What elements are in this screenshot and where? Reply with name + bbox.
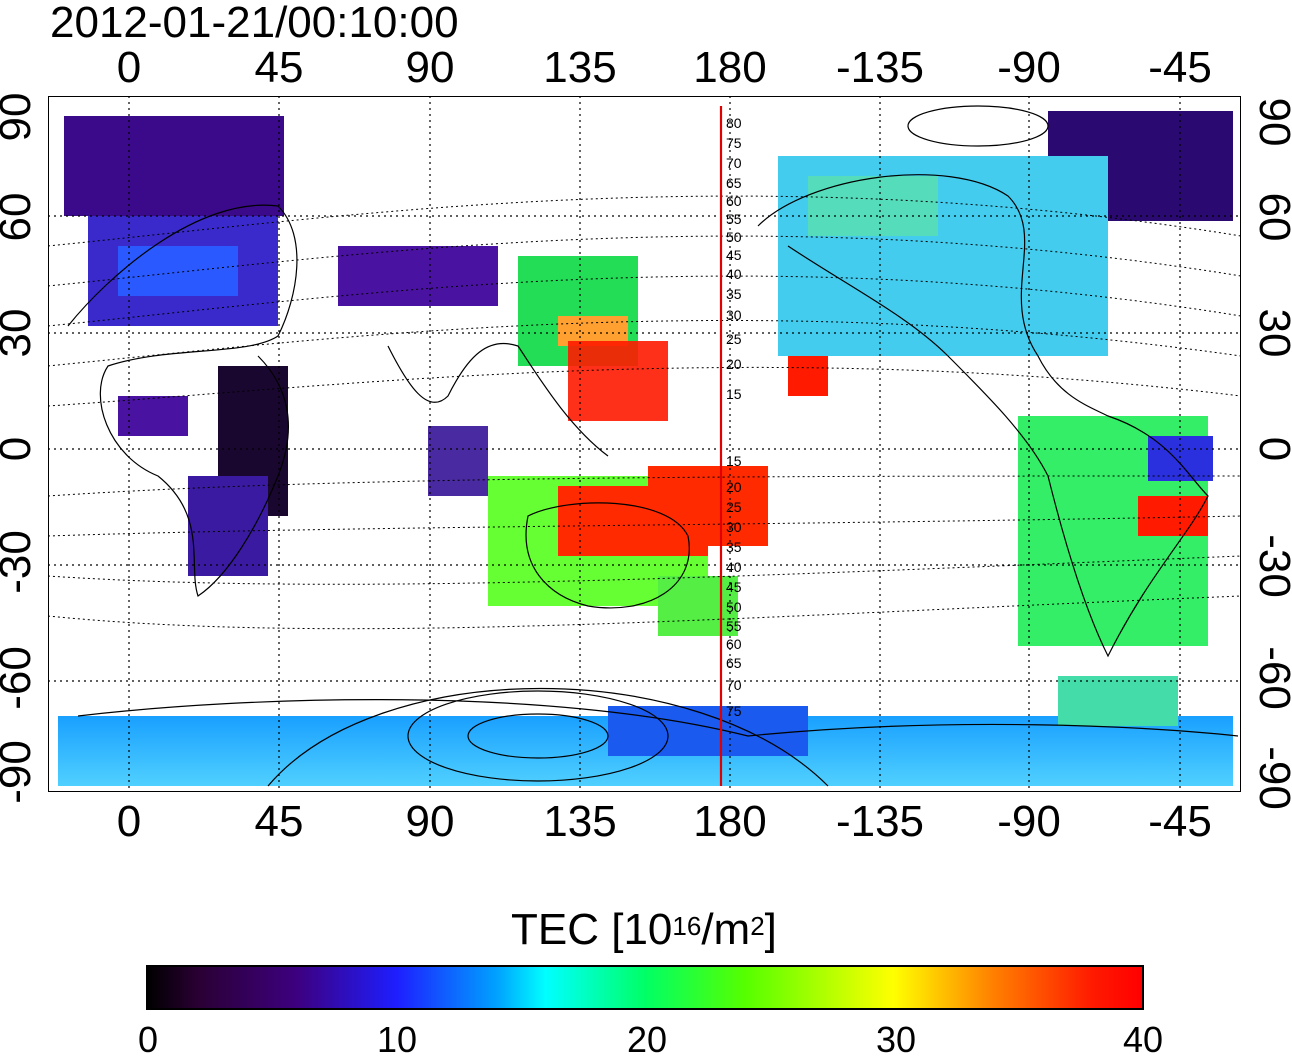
bottom-tick: -45 <box>1148 797 1212 846</box>
tec-patch-hawaii-red <box>788 356 828 396</box>
right-lat-tick: 60 <box>1250 193 1292 242</box>
tec-patch-north-europe <box>64 116 284 216</box>
tec-patch-west-africa <box>118 396 188 436</box>
top-tick: 90 <box>405 43 455 92</box>
colorbar-title-exponent: 16 <box>672 911 702 941</box>
tec-patch-south-pacific-red <box>648 466 768 546</box>
polar-contours <box>267 105 1049 787</box>
contour-label: 25 <box>726 331 742 347</box>
contour-label: 20 <box>726 356 742 372</box>
contour-label: 40 <box>726 266 742 282</box>
colorbar-tick: 10 <box>376 1019 418 1060</box>
contour-label: 20 <box>726 479 742 495</box>
contour-label: 60 <box>726 636 742 652</box>
tec-patch-europe-core <box>118 246 238 296</box>
left-lat-tick: -30 <box>0 530 40 594</box>
tec-data-layer <box>58 111 1233 786</box>
bottom-tick: 45 <box>254 797 304 846</box>
colorbar-title: TEC [1016/m2] <box>511 905 777 955</box>
top-tick: 0 <box>116 43 142 92</box>
tec-patch-brazil-red <box>1138 496 1208 536</box>
contour-label: 75 <box>726 135 742 151</box>
contour-label: 60 <box>726 193 742 209</box>
tec-patch-antarctic-peninsula <box>1058 676 1178 726</box>
left-lat-tick: -90 <box>0 740 40 804</box>
contour-label: 65 <box>726 175 742 191</box>
top-tick: -135 <box>835 43 925 92</box>
contour-label: 55 <box>726 618 742 634</box>
left-lat-tick: -60 <box>0 646 40 710</box>
left-lat-tick: 0 <box>0 437 40 461</box>
contour-label: 80 <box>726 115 742 131</box>
contour-label: 35 <box>726 286 742 302</box>
colorbar-title-suffix: ] <box>764 905 777 954</box>
right-lat-tick: -90 <box>1250 746 1292 810</box>
top-tick: -90 <box>997 43 1061 92</box>
right-lat-tick: 90 <box>1250 98 1292 147</box>
colorbar-title-unit: /m <box>701 905 751 954</box>
tec-patch-indonesia <box>428 426 488 496</box>
contour-label: 50 <box>726 229 742 245</box>
colorbar-title-prefix: TEC [10 <box>511 905 673 954</box>
coastlines <box>67 174 1239 737</box>
bottom-tick: -90 <box>997 797 1061 846</box>
top-tick: 135 <box>543 43 617 92</box>
left-lat-tick: 90 <box>0 93 40 142</box>
bottom-tick: 180 <box>693 797 767 846</box>
contour-label: 25 <box>726 499 742 515</box>
contour-label: 55 <box>726 211 742 227</box>
tec-patch-asia <box>338 246 498 306</box>
contour-label: 65 <box>726 655 742 671</box>
colorbar-tick: 30 <box>875 1019 917 1060</box>
top-tick: 180 <box>693 43 767 92</box>
top-tick: 45 <box>254 43 304 92</box>
contour-label: 40 <box>726 559 742 575</box>
graticule <box>48 96 1241 792</box>
contour-label: 30 <box>726 519 742 535</box>
contour-label: 15 <box>726 386 742 402</box>
right-lat-tick: -30 <box>1250 534 1292 598</box>
map-title: 2012-01-21/00:10:00 <box>50 0 459 47</box>
colorbar <box>146 965 1144 1010</box>
right-lat-tick: 0 <box>1250 437 1292 461</box>
contour-label: 50 <box>726 599 742 615</box>
contour-label: 45 <box>726 247 742 263</box>
left-lat-tick: 30 <box>0 309 40 358</box>
colorbar-title-unit-exponent: 2 <box>750 911 765 941</box>
bottom-tick: 90 <box>405 797 455 846</box>
left-lat-tick: 60 <box>0 193 40 242</box>
right-lat-tick: -60 <box>1250 646 1292 710</box>
contour-label: 45 <box>726 579 742 595</box>
right-lat-tick: 30 <box>1250 309 1292 358</box>
tec-patch-south-africa <box>188 476 268 576</box>
contour-label-group: 80 75 70 65 60 55 50 45 40 35 30 25 20 1… <box>726 115 742 719</box>
contour-label: 70 <box>726 155 742 171</box>
contour-label: 75 <box>726 703 742 719</box>
tec-patch-pacific-north-red <box>568 341 668 421</box>
top-tick: -45 <box>1148 43 1212 92</box>
bottom-tick: -135 <box>835 797 925 846</box>
colorbar-tick: 0 <box>137 1019 159 1060</box>
tec-patch-alaska <box>808 176 938 236</box>
contour-label: 70 <box>726 677 742 693</box>
tec-patch-antarctic-core <box>608 706 808 756</box>
tec-map: 80 75 70 65 60 55 50 45 40 35 30 25 20 1… <box>48 96 1241 792</box>
contour-label: 15 <box>726 453 742 469</box>
contour-label: 30 <box>726 307 742 323</box>
bottom-tick: 135 <box>543 797 617 846</box>
contour-label: 35 <box>726 539 742 555</box>
tec-patch-new-zealand <box>658 576 738 636</box>
bottom-tick: 0 <box>116 797 142 846</box>
colorbar-tick: 40 <box>1122 1019 1164 1060</box>
colorbar-tick: 20 <box>626 1019 668 1060</box>
